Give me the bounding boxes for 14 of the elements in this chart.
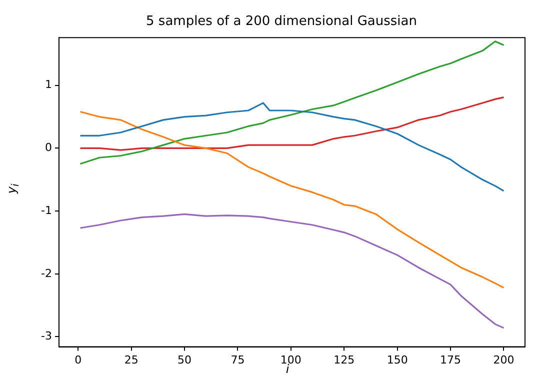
y-tick-label: -2	[41, 266, 52, 280]
x-tick-label: 75	[230, 353, 245, 366]
x-tick-label: 150	[386, 353, 408, 366]
y-tick-label: -3	[41, 330, 52, 343]
x-tick-label: 175	[440, 353, 462, 366]
x-tick-label: 200	[493, 353, 514, 366]
chart-title: 5 samples of a 200 dimensional Gaussian	[146, 14, 417, 30]
x-tick-label: 0	[74, 353, 82, 366]
x-tick-label: 125	[334, 353, 355, 366]
x-tick-label: 25	[124, 353, 138, 366]
x-tick-label: 50	[178, 353, 192, 366]
y-tick-label: 0	[44, 141, 52, 154]
y-tick-label: 1	[44, 78, 52, 92]
y-tick-label: -1	[41, 204, 52, 217]
